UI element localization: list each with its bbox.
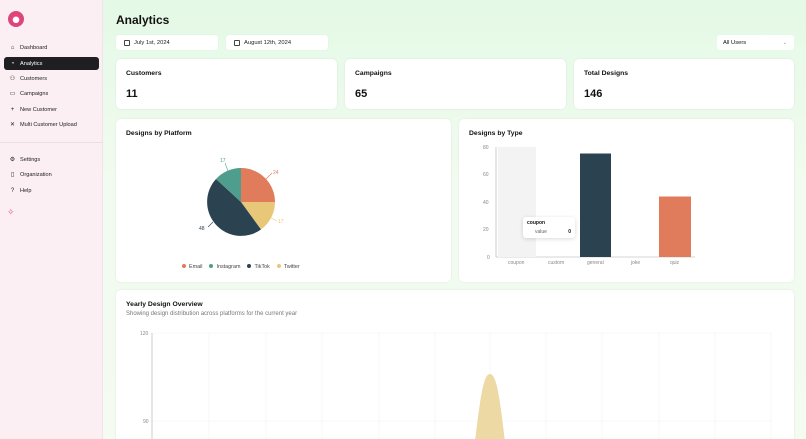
- designs-by-type-card: Designs by Type 80 60 40 20 0 coupon cus…: [459, 119, 794, 282]
- sidebar-item-new-customer[interactable]: + New Customer: [10, 106, 57, 113]
- sidebar-item-analytics[interactable]: ◔ Analytics: [4, 57, 99, 70]
- stat-card-campaigns: Campaigns 65: [345, 59, 566, 109]
- sidebar: ⌂ Dashboard ◔ Analytics ⚇ Customers ▭ Campai…: [0, 0, 103, 439]
- sidebar-item-customers[interactable]: ⚇ Customers: [9, 75, 48, 83]
- calendar-icon: [234, 39, 240, 46]
- users-icon: ⚇: [9, 76, 16, 82]
- svg-text:48: 48: [199, 226, 205, 232]
- donut-logo-icon[interactable]: [8, 11, 24, 27]
- home-icon: ⌂: [10, 44, 15, 51]
- pie-slice-tiktok[interactable]: [207, 179, 261, 236]
- chevron-down-icon: ⌄: [782, 39, 787, 46]
- svg-text:coupon: coupon: [508, 260, 525, 266]
- sidebar-item-help[interactable]: ? Help: [10, 187, 32, 194]
- gear-icon: ⚙: [9, 157, 16, 163]
- bar-general[interactable]: [580, 153, 611, 258]
- calendar-icon: [124, 39, 130, 46]
- svg-text:120: 120: [140, 331, 149, 337]
- svg-text:24: 24: [273, 170, 279, 176]
- legend-twitter[interactable]: Twitter: [276, 264, 300, 270]
- area-series-twitter[interactable]: [474, 374, 506, 439]
- sparkle-icon[interactable]: ✧: [7, 207, 15, 217]
- start-date-picker[interactable]: July 1st, 2024: [116, 35, 218, 50]
- sidebar-item-campaigns[interactable]: ▭ Campaigns: [9, 90, 49, 98]
- svg-text:general: general: [587, 260, 604, 266]
- sidebar-item-multi-customer-upload[interactable]: ✕ Multi Customer Upload: [9, 121, 77, 129]
- chart-tooltip: coupon value 0: [523, 217, 575, 238]
- yearly-overview-card: Yearly Design Overview Showing design di…: [116, 290, 794, 439]
- sidebar-item-organization[interactable]: ▯ Organization: [10, 171, 52, 179]
- stat-card-customers: Customers 11: [116, 59, 337, 109]
- svg-text:40: 40: [483, 200, 489, 206]
- page-title: Analytics: [116, 13, 170, 27]
- pie-legend: Email Instagram TikTok Twitter: [182, 264, 300, 270]
- building-icon: ▯: [10, 172, 15, 178]
- svg-text:joke: joke: [630, 260, 640, 266]
- pie-slice-twitter[interactable]: [241, 202, 275, 230]
- bar-chart: 80 60 40 20 0 coupon custom general joke…: [483, 145, 695, 266]
- svg-text:0: 0: [487, 255, 490, 261]
- pie-chart: 24 17 48 17: [199, 158, 284, 236]
- user-filter-select[interactable]: All Users ⌄: [717, 35, 794, 50]
- legend-email[interactable]: Email: [182, 264, 202, 270]
- sidebar-divider: [0, 142, 103, 143]
- stat-card-total-designs: Total Designs 146: [574, 59, 794, 109]
- svg-text:custom: custom: [548, 260, 564, 266]
- upload-icon: ✕: [9, 122, 16, 128]
- area-chart: 120 90: [140, 331, 772, 439]
- svg-text:20: 20: [483, 227, 489, 233]
- plus-icon: +: [10, 106, 15, 113]
- sidebar-item-dashboard[interactable]: ⌂ Dashboard: [10, 44, 48, 51]
- bar-quiz[interactable]: [659, 196, 691, 258]
- designs-by-platform-card: Designs by Platform 24 17 48 17 Email In…: [116, 119, 451, 282]
- svg-text:60: 60: [483, 172, 489, 178]
- bar-hover-highlight: [498, 147, 536, 257]
- legend-instagram[interactable]: Instagram: [209, 264, 240, 270]
- end-date-picker[interactable]: August 12th, 2024: [226, 35, 328, 50]
- pie-slice-instagram[interactable]: [216, 168, 241, 202]
- svg-text:quiz: quiz: [670, 260, 680, 266]
- svg-text:17: 17: [278, 219, 284, 225]
- svg-text:90: 90: [143, 419, 149, 425]
- svg-text:80: 80: [483, 145, 489, 151]
- main-content: Analytics July 1st, 2024 August 12th, 20…: [103, 0, 806, 439]
- legend-tiktok[interactable]: TikTok: [247, 264, 270, 270]
- help-icon: ?: [10, 187, 15, 194]
- pie-slice-email[interactable]: [241, 168, 275, 202]
- svg-text:17: 17: [220, 158, 226, 164]
- sidebar-item-settings[interactable]: ⚙ Settings: [9, 156, 41, 164]
- chart-pie-icon: ◔: [10, 60, 15, 67]
- calendar-icon: ▭: [9, 91, 16, 97]
